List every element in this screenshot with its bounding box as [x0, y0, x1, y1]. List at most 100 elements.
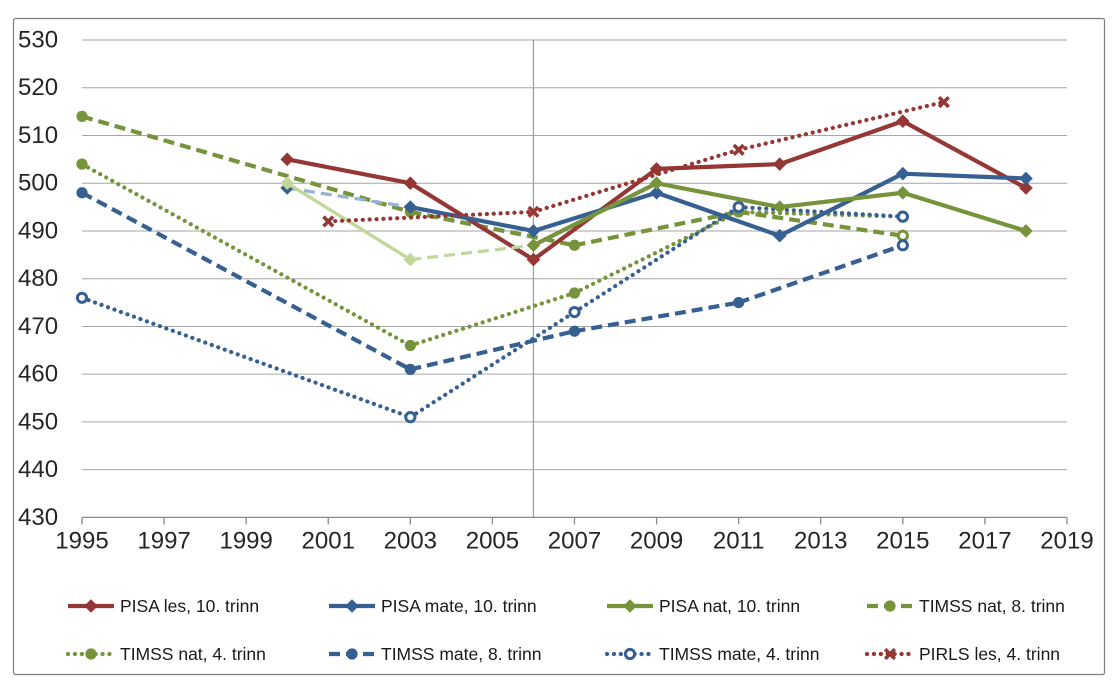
series-timss-nat-8-trinn-marker: [76, 110, 88, 122]
legend-item-pisa-mate-10-trinn-swatch-marker: [345, 599, 359, 613]
series-pisa-nat-10-trinn-line: [779, 190, 904, 210]
x-tick-label-2011: 2011: [713, 527, 765, 554]
series-timss-mate-4-trinn-marker: [896, 210, 909, 223]
x-tick-label-2017: 2017: [958, 527, 1011, 554]
series-pisa-mate-10-trinn-marker: [649, 185, 664, 200]
series-pisa-mate-10-trinn-marker: [772, 228, 787, 243]
figure-border: [12, 17, 1106, 676]
series-pisa-les-10-trinn-marker: [649, 162, 664, 176]
x-tick-label-2007: 2007: [548, 527, 601, 554]
x-tick-label-1995: 1995: [55, 527, 108, 554]
x-tick-label-2005: 2005: [466, 527, 519, 554]
legend-item-pirls-les-4-trinn-label: PIRLS les, 4. trinn: [919, 644, 1060, 664]
series-pisa-les-10-trinn-marker: [896, 114, 910, 128]
series-pirls-les-4-trinn-marker: [732, 143, 745, 156]
series-pisa-mate-10-trinn-marker: [896, 166, 910, 181]
series-timss-mate-4-trinn-marker: [75, 291, 89, 304]
series-timss-nat-4-trinn-line: [572, 209, 741, 296]
series-pisa-nat-10-trinn-marker: [772, 200, 787, 214]
series-pisa-nat-10-trinn-line: [902, 190, 1027, 233]
series-pisa-nat-10-trinn-marker: [403, 252, 418, 267]
series-pisa-les-10-trinn-line: [286, 157, 411, 186]
x-tick-label-2001: 2001: [302, 527, 355, 554]
x-tick-label-2009: 2009: [630, 527, 683, 554]
series-timss-mate-4-trinn-marker: [732, 200, 745, 214]
y-tick-label-470: 470: [18, 313, 58, 340]
series-pirls-les-4-trinn-marker: [937, 95, 950, 109]
series-timss-nat-8-trinn-marker: [568, 239, 581, 251]
legend-item-timss-mate-4-trinn-label: TIMSS mate, 4. trinn: [659, 644, 819, 664]
series-pisa-les-10-trinn-marker: [526, 252, 541, 267]
series-pisa-les-10-trinn-line: [656, 162, 780, 171]
x-tick-label-2013: 2013: [794, 527, 847, 554]
series-pisa-nat-10-trinn-marker: [280, 176, 295, 191]
series-timss-mate-4-trinn-line: [408, 310, 577, 420]
series-timss-mate-8-trinn-line: [574, 300, 740, 334]
series-timss-mate-8-trinn-marker: [76, 187, 88, 199]
series-pisa-les-10-trinn-line: [779, 119, 904, 167]
legend-item-timss-mate-8-trinn-label: TIMSS mate, 8. trinn: [381, 644, 541, 664]
series-timss-mate-8-trinn-marker: [404, 363, 416, 376]
legend-item-pisa-les-10-trinn-swatch-marker: [84, 599, 98, 613]
series-timss-mate-8-trinn-marker: [896, 239, 909, 252]
series-timss-nat-8-trinn-line: [409, 209, 575, 248]
series-timss-nat-4-trinn-line: [408, 290, 577, 348]
y-tick-label-520: 520: [18, 74, 58, 101]
x-tick-label-1997: 1997: [137, 527, 190, 554]
series-pirls-les-4-trinn-line: [326, 209, 536, 224]
legend-item-pirls-les-4-trinn-swatch-marker: [883, 647, 897, 661]
legend-item-timss-mate-8-trinn-swatch-marker: [346, 648, 358, 660]
series-pisa-les-10-trinn-marker: [403, 176, 418, 191]
series-pirls-les-4-trinn-marker: [527, 205, 540, 218]
series-pisa-les-10-trinn-marker: [1019, 181, 1033, 195]
legend-item-pisa-mate-10-trinn-label: PISA mate, 10. trinn: [381, 596, 537, 616]
x-tick-label-2015: 2015: [876, 527, 929, 554]
series-timss-nat-4-trinn-line: [79, 162, 413, 348]
series-timss-mate-4-trinn-marker: [568, 306, 581, 319]
series-timss-nat-4-trinn-marker: [568, 287, 581, 299]
legend-item-timss-mate-4-trinn-swatch-marker: [623, 647, 637, 661]
series-timss-mate-4-trinn-marker: [404, 411, 417, 424]
series-timss-mate-8-trinn-marker: [568, 325, 581, 337]
series-timss-mate-8-trinn-line: [737, 243, 904, 305]
series-pirls-les-4-trinn-line: [531, 147, 741, 214]
series-pisa-les-10-trinn-marker: [772, 157, 787, 171]
series-timss-nat-8-trinn-line: [574, 209, 740, 248]
series-pisa-les-10-trinn-marker: [280, 152, 295, 167]
series-pisa-nat-10-trinn-line: [656, 181, 781, 210]
series-pisa-mate-10-trinn-line: [532, 190, 658, 233]
y-tick-label-430: 430: [18, 504, 58, 531]
y-tick-label-450: 450: [18, 408, 58, 435]
series-timss-mate-4-trinn-line: [736, 204, 905, 219]
series-pisa-mate-10-trinn-line: [902, 171, 1027, 181]
y-tick-label-530: 530: [18, 27, 58, 54]
series-timss-mate-4-trinn-line: [572, 204, 741, 315]
series-timss-mate-8-trinn-line: [409, 329, 575, 372]
legend-item-pisa-nat-10-trinn-swatch-marker: [623, 599, 637, 613]
legend-item-timss-nat-8-trinn-swatch-marker: [884, 600, 896, 612]
series-pisa-mate-10-trinn-line: [409, 205, 534, 234]
y-tick-label-460: 460: [18, 361, 58, 388]
series-pisa-nat-10-trinn-marker: [896, 185, 910, 200]
series-pirls-les-4-trinn-marker: [322, 215, 335, 228]
series-pisa-nat-10-trinn-marker: [1019, 224, 1033, 238]
x-tick-label-1999: 1999: [219, 527, 272, 554]
series-pisa-mate-10-trinn-line: [286, 186, 411, 209]
legend-item-timss-nat-4-trinn-swatch-marker: [85, 648, 97, 660]
series-timss-nat-8-trinn-marker: [896, 229, 909, 242]
series-pirls-les-4-trinn-line: [736, 99, 946, 152]
series-pisa-mate-10-trinn-marker: [1019, 171, 1033, 186]
series-timss-mate-8-trinn-line: [81, 190, 412, 372]
series-timss-nat-8-trinn-line: [81, 114, 411, 214]
series-timss-mate-8-trinn-marker: [733, 296, 745, 309]
legend-item-timss-nat-8-trinn-label: TIMSS nat, 8. trinn: [919, 596, 1065, 616]
y-tick-label-500: 500: [18, 170, 58, 197]
series-timss-nat-4-trinn-marker: [404, 339, 416, 352]
y-tick-label-510: 510: [18, 122, 58, 149]
series-pisa-mate-10-trinn-marker: [526, 224, 541, 238]
series-pisa-nat-10-trinn-line: [410, 243, 534, 262]
legend-item-timss-nat-4-trinn-label: TIMSS nat, 4. trinn: [120, 644, 266, 664]
series-timss-nat-8-trinn-line: [738, 209, 904, 238]
